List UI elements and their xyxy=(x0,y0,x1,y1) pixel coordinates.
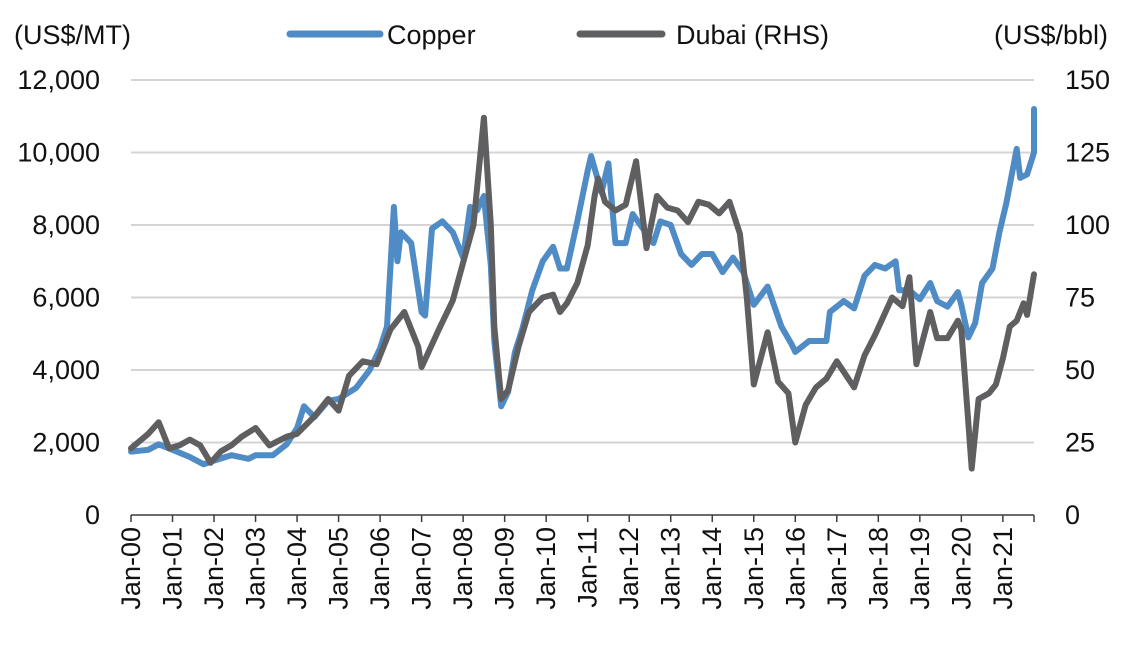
x-tick-label: Jan-08 xyxy=(448,527,478,610)
x-tick-label: Jan-15 xyxy=(739,527,769,610)
x-tick-label: Jan-14 xyxy=(697,527,727,610)
grid-lines xyxy=(131,79,1034,444)
x-tick-label: Jan-16 xyxy=(780,527,810,610)
x-tick-label: Jan-07 xyxy=(407,527,437,610)
left-tick-label: 8,000 xyxy=(32,210,100,240)
x-tick-label: Jan-10 xyxy=(531,527,561,610)
x-tick-label: Jan-18 xyxy=(863,527,893,610)
x-axis: Jan-00 Jan-01 Jan-02 Jan-03 Jan-04 Jan-05 Jan-… xyxy=(116,514,1035,610)
right-tick-label: 25 xyxy=(1065,428,1095,458)
x-tick-label: Jan-04 xyxy=(282,527,312,610)
left-tick-label: 2,000 xyxy=(32,428,100,458)
left-tick-label: 10,000 xyxy=(17,138,100,168)
x-tick-label: Jan-05 xyxy=(324,527,354,610)
right-tick-label: 125 xyxy=(1065,138,1110,168)
left-tick-label: 12,000 xyxy=(17,65,100,95)
legend: Copper Dubai (RHS) xyxy=(286,20,829,50)
right-tick-label: 0 xyxy=(1065,500,1080,530)
x-tick-label: Jan-09 xyxy=(490,527,520,610)
x-tick-label: Jan-06 xyxy=(365,527,395,610)
right-tick-label: 50 xyxy=(1065,355,1095,385)
x-tick-label: Jan-17 xyxy=(822,527,852,610)
legend-label-dubai: Dubai (RHS) xyxy=(676,20,829,50)
x-tick-label: Jan-11 xyxy=(573,527,603,608)
left-y-axis: 0 2,000 4,000 6,000 8,000 10,000 12,000 xyxy=(17,65,100,530)
left-tick-label: 0 xyxy=(85,500,100,530)
x-tick-label: Jan-00 xyxy=(116,527,146,610)
right-y-axis: 0 25 50 75 100 125 150 xyxy=(1065,65,1110,530)
x-tick-label: Jan-21 xyxy=(988,527,1018,610)
x-tick-label: Jan-19 xyxy=(905,527,935,610)
left-tick-label: 4,000 xyxy=(32,355,100,385)
right-tick-label: 100 xyxy=(1065,210,1110,240)
x-tick-label: Jan-03 xyxy=(241,527,271,610)
series-line-dubai xyxy=(128,114,1037,472)
x-tick-label: Jan-01 xyxy=(158,527,188,610)
x-tick-label: Jan-12 xyxy=(614,527,644,610)
series-line-copper xyxy=(128,106,1037,468)
series-lines xyxy=(128,106,1037,472)
left-tick-label: 6,000 xyxy=(32,283,100,313)
right-tick-label: 75 xyxy=(1065,283,1095,313)
x-tick-label: Jan-02 xyxy=(199,527,229,610)
right-axis-unit-label: (US$/bbl) xyxy=(994,20,1108,50)
x-tick-label: Jan-13 xyxy=(656,527,686,610)
right-tick-label: 150 xyxy=(1065,65,1110,95)
legend-label-copper: Copper xyxy=(387,20,476,50)
x-tick-label: Jan-20 xyxy=(946,527,976,610)
left-axis-unit-label: (US$/MT) xyxy=(14,20,131,50)
